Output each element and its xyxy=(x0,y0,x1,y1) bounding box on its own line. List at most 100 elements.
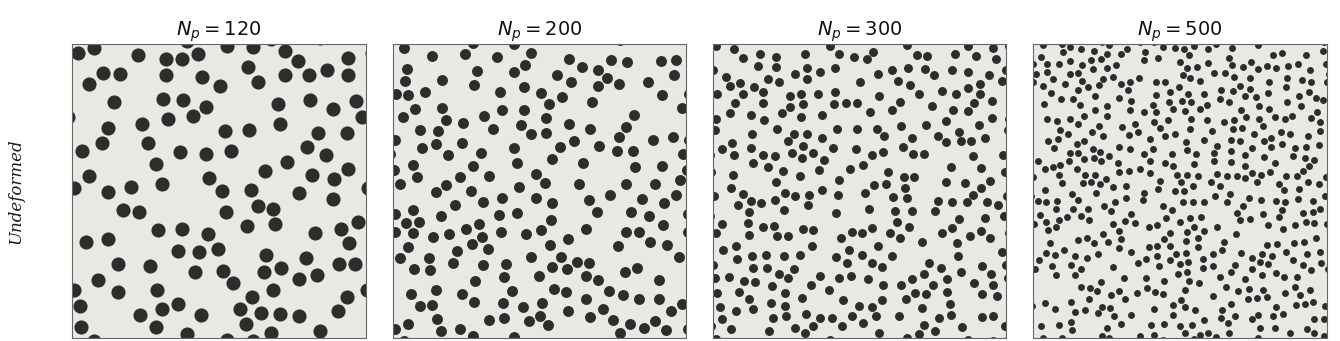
Point xyxy=(846,146,867,151)
Point xyxy=(1222,88,1244,94)
Point xyxy=(980,235,1001,240)
Point xyxy=(582,99,603,105)
Point xyxy=(728,203,749,208)
Point xyxy=(935,290,957,295)
Point xyxy=(567,259,588,265)
Point xyxy=(1272,141,1293,146)
Point xyxy=(704,193,725,198)
Point xyxy=(1276,85,1297,90)
Point xyxy=(1052,180,1073,186)
Point xyxy=(1244,131,1265,137)
Point xyxy=(963,280,985,286)
Point xyxy=(1075,172,1096,178)
Point xyxy=(1315,193,1336,199)
Point xyxy=(898,225,919,230)
Point xyxy=(1158,99,1179,105)
Point xyxy=(1209,97,1230,102)
Point xyxy=(1154,160,1175,165)
Point xyxy=(310,35,331,40)
Point xyxy=(198,176,220,181)
Point xyxy=(949,216,970,221)
Point xyxy=(1294,155,1316,161)
Point xyxy=(1097,239,1119,245)
Point xyxy=(310,328,331,333)
Point xyxy=(1077,84,1099,89)
Point xyxy=(871,298,892,303)
Point xyxy=(1172,72,1194,78)
Point xyxy=(1280,131,1301,137)
Point xyxy=(801,243,823,248)
Point xyxy=(520,254,541,260)
Point xyxy=(454,226,476,231)
Point xyxy=(1072,180,1093,186)
Point xyxy=(1052,49,1073,55)
Point xyxy=(1088,82,1110,88)
Point xyxy=(911,240,933,245)
Point xyxy=(1179,126,1201,131)
Point xyxy=(452,292,473,297)
Point xyxy=(1110,81,1131,87)
Point xyxy=(917,54,938,59)
Point xyxy=(1316,175,1337,180)
Point xyxy=(1053,247,1075,253)
Point xyxy=(1183,336,1205,341)
Point xyxy=(243,45,264,50)
Point xyxy=(765,64,787,70)
Point xyxy=(543,286,564,292)
Point xyxy=(1060,117,1081,122)
Point xyxy=(1178,278,1199,284)
Point xyxy=(972,263,993,269)
Point xyxy=(738,233,760,238)
Point xyxy=(1083,155,1104,160)
Point xyxy=(781,150,803,155)
Point xyxy=(1083,240,1104,246)
Point xyxy=(572,160,594,166)
Point xyxy=(875,181,896,187)
Point xyxy=(1292,77,1313,83)
Point xyxy=(852,162,874,167)
Point xyxy=(862,152,883,158)
Point xyxy=(1020,48,1041,54)
Point xyxy=(1071,267,1092,272)
Point xyxy=(397,92,418,98)
Point xyxy=(608,81,630,86)
Point xyxy=(87,277,109,283)
Point xyxy=(139,263,161,269)
Point xyxy=(752,152,773,158)
Point xyxy=(750,201,772,206)
Point xyxy=(1059,158,1080,163)
Point xyxy=(1261,254,1282,259)
Point xyxy=(831,235,852,240)
Point xyxy=(1257,90,1278,95)
Point xyxy=(275,49,296,54)
Point xyxy=(1221,160,1242,165)
Point xyxy=(1077,206,1099,212)
Point xyxy=(1068,237,1089,242)
Point xyxy=(338,72,359,78)
Point xyxy=(1265,270,1286,275)
Point xyxy=(1311,260,1332,265)
Point xyxy=(992,250,1013,255)
Point xyxy=(1022,61,1044,67)
Point xyxy=(513,108,535,113)
Point xyxy=(531,300,552,306)
Point xyxy=(1174,331,1195,336)
Point xyxy=(626,265,647,270)
Point xyxy=(1241,256,1262,261)
Point xyxy=(678,91,699,97)
Point xyxy=(1197,117,1218,122)
Point xyxy=(699,213,721,218)
Point xyxy=(1225,313,1246,319)
Point xyxy=(923,72,945,78)
Point xyxy=(263,206,284,211)
Point xyxy=(1178,91,1199,97)
Point xyxy=(1075,307,1096,312)
Point xyxy=(1197,102,1218,107)
Point xyxy=(1080,179,1101,184)
Point xyxy=(1240,216,1261,221)
Point xyxy=(1099,305,1120,311)
Point xyxy=(1060,263,1081,268)
Point xyxy=(1256,63,1277,69)
Point xyxy=(1257,242,1278,247)
Point xyxy=(951,324,973,330)
